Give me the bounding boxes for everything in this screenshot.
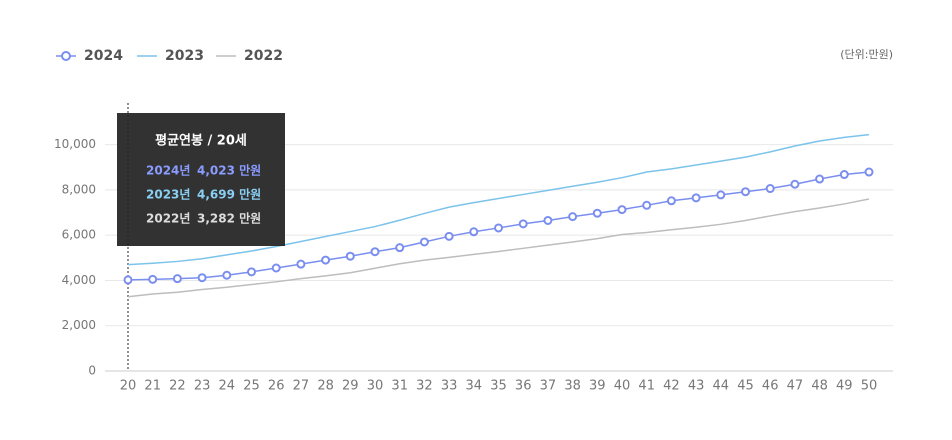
x-tick-label: 44 [713,379,730,394]
point [518,219,528,229]
x-tick-label: 26 [268,379,285,394]
y-tick-label: 6,000 [62,228,96,242]
x-tick-label: 27 [293,379,310,394]
tooltip-label: 2024년 [146,164,190,178]
point [419,237,429,247]
point [222,270,232,280]
series-line [127,133,870,266]
x-tick-label: 42 [663,379,680,394]
point [666,196,676,206]
y-tick-label: 4,000 [62,273,96,287]
x-tick-label: 29 [342,379,359,394]
tooltip: 평균연봉 / 20세 2024년 4,023 만원 2023년 4,699 만원 2022… [117,113,285,246]
legend-label: 2023 [165,48,204,64]
point [494,223,503,233]
x-tick-label: 46 [762,379,779,394]
x-tick-label: 41 [638,379,655,394]
tooltip-value: 4,699 만원 [197,187,261,202]
point [642,200,652,210]
x-tick-label: 21 [144,379,161,394]
point [395,243,405,253]
point [864,167,874,177]
tooltip-label: 2023년 [146,188,190,202]
point [592,208,602,218]
x-tick-label: 50 [861,379,878,394]
x-tick-label: 37 [540,379,557,394]
x-tick-label: 25 [243,379,260,394]
point [815,174,825,184]
tooltip-label: 2022년 [146,212,190,226]
y-tick-label: 8,000 [62,182,96,196]
point [370,247,380,257]
point [568,212,578,222]
tooltip-value: 3,282 만원 [197,211,261,226]
x-tick-label: 32 [416,379,433,394]
point [271,263,281,273]
x-tick-label: 22 [169,379,186,394]
point [790,179,800,189]
point [716,190,726,200]
point [617,205,627,215]
x-tick-label: 47 [787,379,804,394]
point [148,274,158,284]
point [123,275,133,285]
x-tick-label: 34 [466,379,483,394]
point [741,187,750,197]
point [296,259,306,269]
point [247,267,256,277]
x-tick-label: 35 [490,379,507,394]
x-tick-label: 20 [120,379,137,394]
x-tick-label: 45 [737,379,754,394]
point [172,274,182,284]
x-tick-label: 28 [317,379,334,394]
x-tick-label: 33 [441,379,458,394]
x-tick-label: 38 [564,379,581,394]
point [543,215,553,225]
x-tick-label: 24 [219,379,236,394]
tooltip-title: 평균연봉 / 20세 [155,133,247,149]
unit-label: (단위:만원) [840,48,893,61]
x-tick-label: 36 [515,379,532,394]
x-tick-label: 39 [589,379,606,394]
series-line [127,198,870,298]
legend-label: 2024 [84,48,123,64]
point [197,273,207,283]
y-tick-label: 2,000 [62,318,96,332]
x-tick-label: 40 [614,379,631,394]
legend-label: 2022 [244,48,283,64]
x-tick-label: 49 [836,379,853,394]
y-tick-label: 0 [88,364,96,378]
x-tick-label: 30 [367,379,384,394]
point [839,170,849,180]
tooltip-box [117,113,285,246]
point [444,231,454,241]
point [345,251,355,261]
point [765,184,775,194]
x-tick-label: 31 [391,379,408,394]
tooltip-value: 4,023 만원 [197,163,261,178]
legend-marker [61,51,71,61]
x-tick-label: 48 [811,379,828,394]
x-tick-label: 43 [688,379,705,394]
point [321,255,331,265]
y-tick-label: 10,000 [54,137,96,151]
point [469,227,479,237]
point [691,193,701,203]
x-tick-label: 23 [194,379,211,394]
